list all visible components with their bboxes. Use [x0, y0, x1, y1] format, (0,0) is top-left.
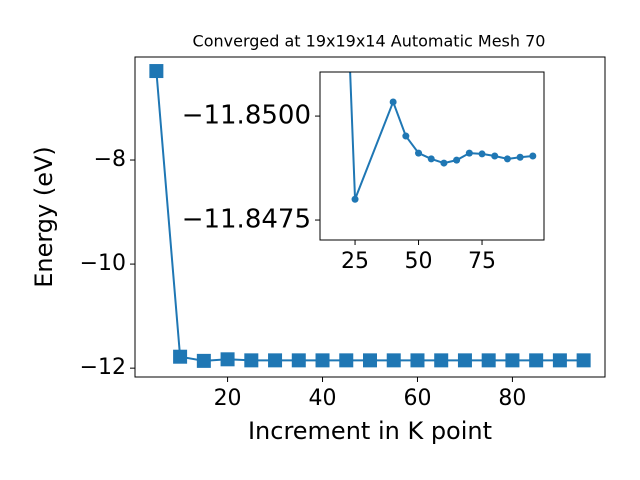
y-tick-label: −10: [80, 251, 126, 276]
data-point: [552, 353, 567, 368]
data-point: [339, 353, 354, 368]
data-point: [363, 353, 377, 368]
data-point: [491, 152, 499, 160]
data-point: [173, 349, 188, 364]
data-point: [434, 353, 449, 368]
axes-frame: [319, 71, 545, 241]
data-point: [244, 353, 259, 368]
data-point: [427, 155, 435, 163]
data-point: [386, 353, 401, 368]
data-point: [465, 149, 473, 157]
data-point: [478, 150, 486, 158]
x-tick-label: 50: [405, 249, 433, 274]
y-axis-label: Energy (eV): [30, 146, 58, 288]
y-tick-label: −12: [80, 355, 126, 380]
data-point: [389, 98, 397, 106]
data-point: [481, 353, 496, 368]
data-point: [453, 156, 461, 164]
x-tick-label: 80: [498, 386, 526, 411]
data-point: [149, 64, 164, 79]
data-point: [505, 353, 520, 368]
x-tick-label: 25: [341, 249, 369, 274]
y-tick-label: −11.8475: [182, 205, 311, 235]
plot-area: [349, 72, 537, 203]
data-point: [440, 159, 448, 167]
data-point: [410, 353, 425, 368]
data-point: [529, 152, 537, 160]
data-point: [196, 353, 211, 368]
data-point: [415, 149, 423, 157]
x-tick-label: 40: [309, 386, 337, 411]
chart-title: Converged at 19x19x14 Automatic Mesh 70: [193, 32, 546, 51]
x-tick-label: 75: [468, 249, 496, 274]
data-point: [220, 352, 235, 367]
data-point: [291, 353, 306, 368]
data-point: [402, 132, 410, 140]
data-point: [315, 353, 330, 368]
y-tick-label: −11.8500: [182, 101, 311, 131]
data-point: [503, 155, 511, 163]
data-point: [516, 153, 524, 161]
data-point: [351, 195, 359, 203]
x-tick-label: 60: [403, 386, 431, 411]
x-tick-label: 20: [214, 386, 242, 411]
data-point: [529, 353, 544, 368]
data-point: [268, 353, 283, 368]
data-point: [457, 353, 472, 368]
data-point: [576, 353, 591, 368]
plot-area: [149, 64, 591, 368]
axes-frame: [134, 56, 606, 378]
y-tick-label: −8: [94, 147, 126, 172]
x-axis-label: Increment in K point: [248, 417, 492, 445]
